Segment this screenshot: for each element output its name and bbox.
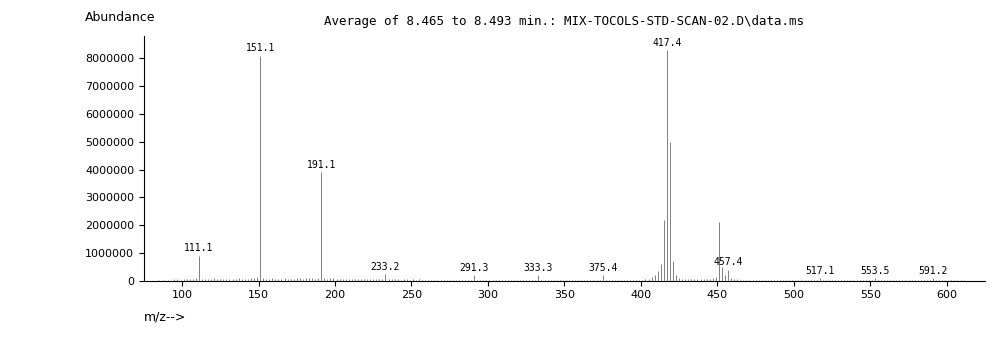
Text: 553.5: 553.5 [860,266,890,276]
Text: 417.4: 417.4 [652,38,682,48]
Text: 291.3: 291.3 [460,263,489,273]
Text: 591.2: 591.2 [918,266,948,276]
Title: Average of 8.465 to 8.493 min.: MIX-TOCOLS-STD-SCAN-02.D\data.ms: Average of 8.465 to 8.493 min.: MIX-TOCO… [324,15,804,28]
Text: 517.1: 517.1 [805,266,835,276]
Text: 191.1: 191.1 [307,160,336,170]
Text: 233.2: 233.2 [371,262,400,271]
Y-axis label: Abundance: Abundance [85,11,155,24]
Text: 151.1: 151.1 [245,43,275,53]
Text: 333.3: 333.3 [524,263,553,273]
X-axis label: m/z-->: m/z--> [144,310,186,323]
Text: 111.1: 111.1 [184,243,214,253]
Text: 375.4: 375.4 [588,263,617,273]
Text: 457.4: 457.4 [713,257,743,267]
